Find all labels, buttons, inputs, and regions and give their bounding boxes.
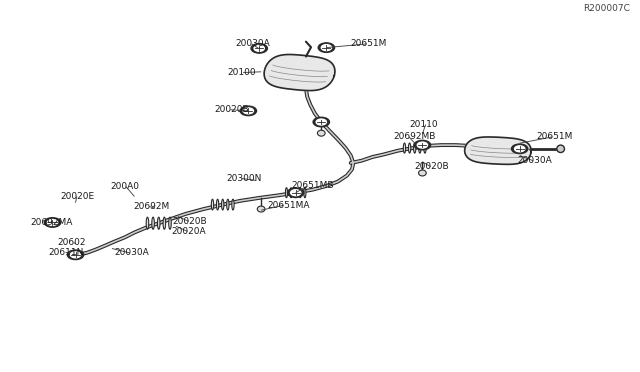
Text: R200007C: R200007C — [584, 4, 630, 13]
Circle shape — [316, 119, 326, 125]
Ellipse shape — [146, 217, 148, 229]
Polygon shape — [465, 137, 531, 164]
Circle shape — [291, 190, 301, 196]
Circle shape — [414, 140, 431, 150]
Text: 20692MB: 20692MB — [393, 132, 435, 141]
Ellipse shape — [317, 130, 325, 136]
Ellipse shape — [290, 187, 292, 198]
Ellipse shape — [163, 217, 166, 229]
Circle shape — [321, 45, 332, 51]
Circle shape — [254, 45, 264, 51]
Ellipse shape — [413, 143, 416, 153]
Circle shape — [44, 218, 61, 227]
Text: 20692MA: 20692MA — [31, 218, 73, 227]
Ellipse shape — [232, 199, 234, 210]
Text: 20020B: 20020B — [415, 162, 449, 171]
Text: 20030A: 20030A — [114, 248, 148, 257]
Ellipse shape — [221, 199, 224, 210]
Ellipse shape — [300, 187, 301, 198]
Text: 20651MA: 20651MA — [268, 201, 310, 210]
Polygon shape — [264, 54, 335, 91]
Text: 20651M: 20651M — [536, 132, 573, 141]
Circle shape — [47, 219, 58, 225]
Text: 20692M: 20692M — [133, 202, 170, 211]
Ellipse shape — [227, 199, 229, 210]
Text: 200A0: 200A0 — [110, 182, 139, 191]
Ellipse shape — [557, 145, 564, 153]
Ellipse shape — [424, 143, 426, 153]
Circle shape — [515, 146, 525, 152]
Ellipse shape — [257, 206, 265, 212]
Text: 20602: 20602 — [58, 238, 86, 247]
Text: 20020B: 20020B — [214, 105, 249, 114]
Ellipse shape — [152, 217, 154, 229]
Ellipse shape — [211, 199, 214, 210]
Circle shape — [313, 117, 330, 127]
Text: 20030A: 20030A — [517, 156, 552, 165]
Ellipse shape — [403, 143, 406, 153]
Text: 20100: 20100 — [227, 68, 256, 77]
Text: 20020A: 20020A — [172, 227, 206, 236]
Text: 20110: 20110 — [410, 120, 438, 129]
Ellipse shape — [419, 143, 421, 153]
Ellipse shape — [294, 187, 297, 198]
Circle shape — [67, 250, 84, 260]
Text: 20300N: 20300N — [226, 174, 261, 183]
Circle shape — [240, 106, 257, 116]
Text: 20020E: 20020E — [61, 192, 95, 201]
Ellipse shape — [157, 217, 160, 229]
Circle shape — [511, 144, 528, 154]
Ellipse shape — [408, 143, 411, 153]
Circle shape — [251, 44, 268, 53]
Circle shape — [287, 188, 304, 198]
Ellipse shape — [304, 187, 306, 198]
Text: 20651M: 20651M — [351, 39, 387, 48]
Ellipse shape — [285, 187, 287, 198]
Circle shape — [70, 252, 81, 258]
Text: 20611N: 20611N — [49, 248, 84, 257]
Text: 20651MB: 20651MB — [291, 182, 333, 190]
Circle shape — [243, 108, 253, 114]
Ellipse shape — [169, 217, 172, 229]
Text: 20030A: 20030A — [236, 39, 270, 48]
Ellipse shape — [216, 199, 219, 210]
Ellipse shape — [419, 170, 426, 176]
Circle shape — [318, 43, 335, 52]
Circle shape — [417, 142, 428, 148]
Text: 20020B: 20020B — [173, 217, 207, 226]
